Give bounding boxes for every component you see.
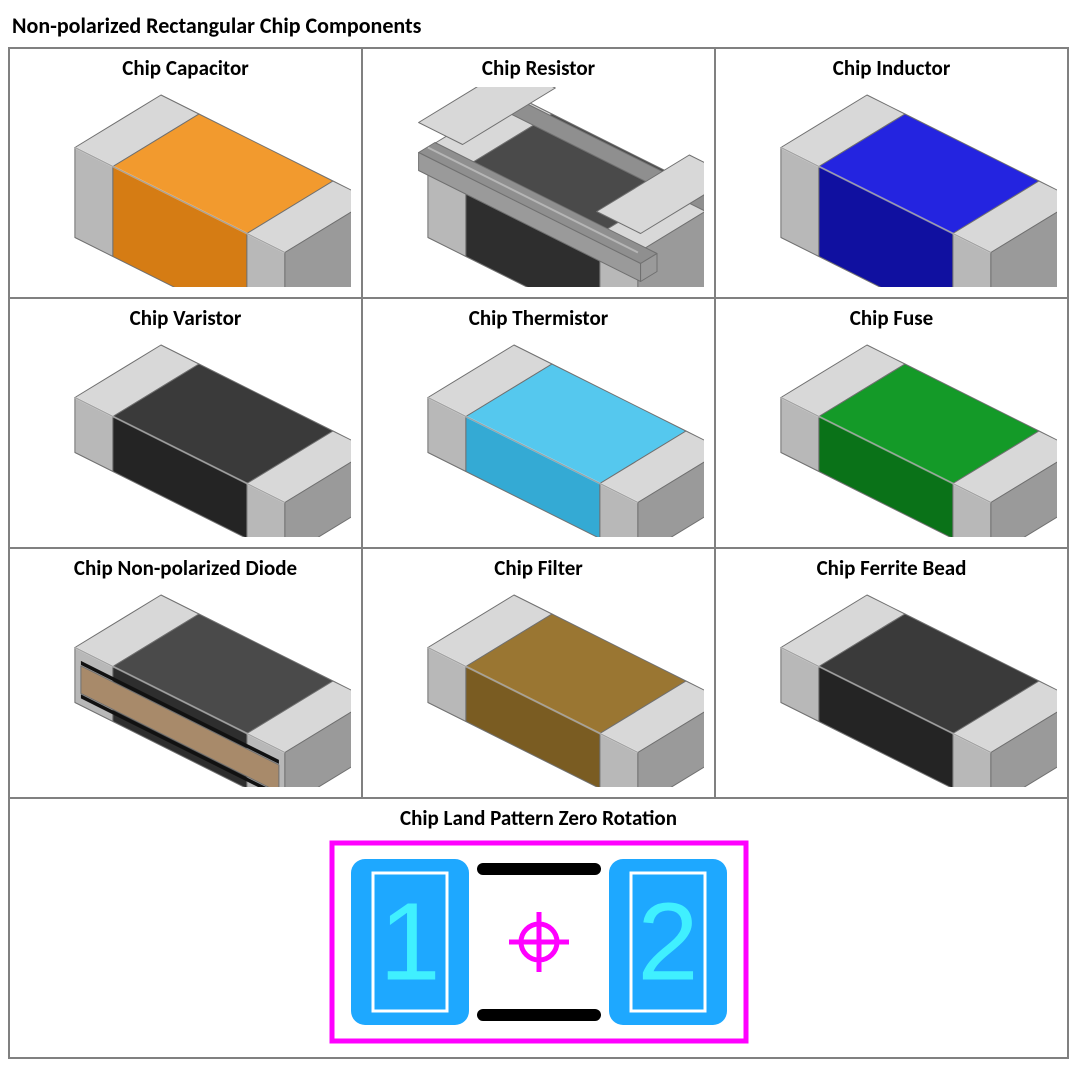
svg-text:2: 2 [637,881,698,1004]
label-capacitor: Chip Capacitor [16,55,355,81]
label-land-pattern: Chip Land Pattern Zero Rotation [16,805,1061,831]
component-grid: Chip Capacitor Chip Resistor Chip Induct… [8,47,1069,1059]
cell-varistor: Chip Varistor [9,298,362,548]
chip-icon [21,337,351,537]
cell-thermistor: Chip Thermistor [362,298,715,548]
cell-land-pattern: Chip Land Pattern Zero Rotation 12 [9,798,1068,1058]
label-thermistor: Chip Thermistor [369,305,708,331]
cell-fuse: Chip Fuse [715,298,1068,548]
chip-icon [727,337,1057,537]
cell-ferrite: Chip Ferrite Bead [715,548,1068,798]
page-title: Non-polarized Rectangular Chip Component… [12,12,1069,39]
label-varistor: Chip Varistor [16,305,355,331]
chip-icon [21,87,351,287]
cell-capacitor: Chip Capacitor [9,48,362,298]
chip-icon [374,587,704,787]
chip-icon [727,87,1057,287]
cell-filter: Chip Filter [362,548,715,798]
svg-text:1: 1 [379,881,440,1004]
label-inductor: Chip Inductor [722,55,1061,81]
chip-icon [374,337,704,537]
chip-icon [727,587,1057,787]
cell-inductor: Chip Inductor [715,48,1068,298]
cell-diode: Chip Non-polarized Diode [9,548,362,798]
chip-icon [374,87,704,287]
label-diode: Chip Non-polarized Diode [16,555,355,581]
land-pattern-icon: 12 [329,837,749,1047]
label-fuse: Chip Fuse [722,305,1061,331]
label-ferrite: Chip Ferrite Bead [722,555,1061,581]
label-filter: Chip Filter [369,555,708,581]
chip-icon [21,587,351,787]
cell-resistor: Chip Resistor [362,48,715,298]
label-resistor: Chip Resistor [369,55,708,81]
